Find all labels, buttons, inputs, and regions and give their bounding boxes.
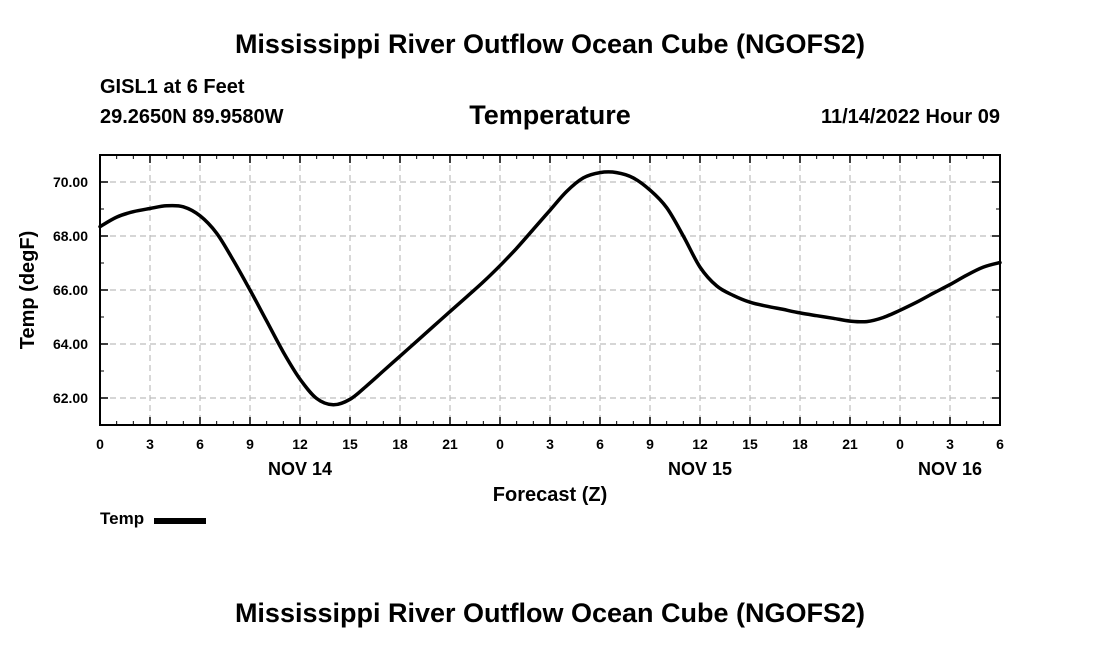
plot-frame — [99, 154, 1001, 426]
x-tick-label: 3 — [546, 436, 554, 452]
date-label: NOV 16 — [918, 459, 982, 479]
legend-line-swatch — [154, 517, 207, 524]
main-title: Mississippi River Outflow Ocean Cube (NG… — [234, 29, 866, 59]
chart-title: Temperature — [469, 100, 631, 130]
y-axis-title: Temp (degF) — [17, 231, 39, 350]
x-tick-label: 3 — [146, 436, 154, 452]
x-tick-label: 3 — [946, 436, 954, 452]
station-coordinates: 29.2650N 89.9580W — [100, 106, 284, 128]
x-axis-title: Forecast (Z) — [493, 484, 607, 506]
x-tick-label: 12 — [692, 436, 708, 452]
x-tick-label: 9 — [246, 436, 254, 452]
grid-lines — [100, 155, 1000, 425]
legend-label: Temp — [100, 509, 145, 528]
x-tick-label: 12 — [292, 436, 308, 452]
x-tick-label: 6 — [196, 436, 204, 452]
x-tick-label: 6 — [996, 436, 1004, 452]
axis-labels: 0 3 6 9 12 15 18 21 0 3 6 9 12 15 18 21 0 3 6 62.00 64.00 66.… — [53, 174, 1004, 479]
y-tick-label: 62.00 — [53, 390, 88, 406]
x-tick-label: 15 — [742, 436, 758, 452]
y-tick-label: 70.00 — [53, 174, 88, 190]
date-label: NOV 15 — [668, 459, 732, 479]
x-tick-label: 21 — [842, 436, 858, 452]
footer-title: Mississippi River Outflow Ocean Cube (NG… — [234, 598, 866, 628]
x-tick-label: 0 — [96, 436, 104, 452]
x-tick-label: 15 — [342, 436, 358, 452]
y-tick-label: 64.00 — [53, 336, 88, 352]
legend: Temp — [100, 509, 207, 529]
y-tick-label: 66.00 — [53, 282, 88, 298]
forecast-timestamp: 11/14/2022 Hour 09 — [820, 106, 1000, 128]
temp-series-line — [98, 170, 1002, 407]
x-tick-label: 18 — [392, 436, 408, 452]
date-label: NOV 14 — [268, 459, 332, 479]
x-tick-label: 0 — [896, 436, 904, 452]
x-tick-label: 0 — [496, 436, 504, 452]
station-name: GISL1 at 6 Feet — [100, 76, 245, 98]
y-tick-label: 68.00 — [53, 228, 88, 244]
x-tick-label: 21 — [442, 436, 458, 452]
x-tick-label: 6 — [596, 436, 604, 452]
x-tick-label: 9 — [646, 436, 654, 452]
x-tick-label: 18 — [792, 436, 808, 452]
